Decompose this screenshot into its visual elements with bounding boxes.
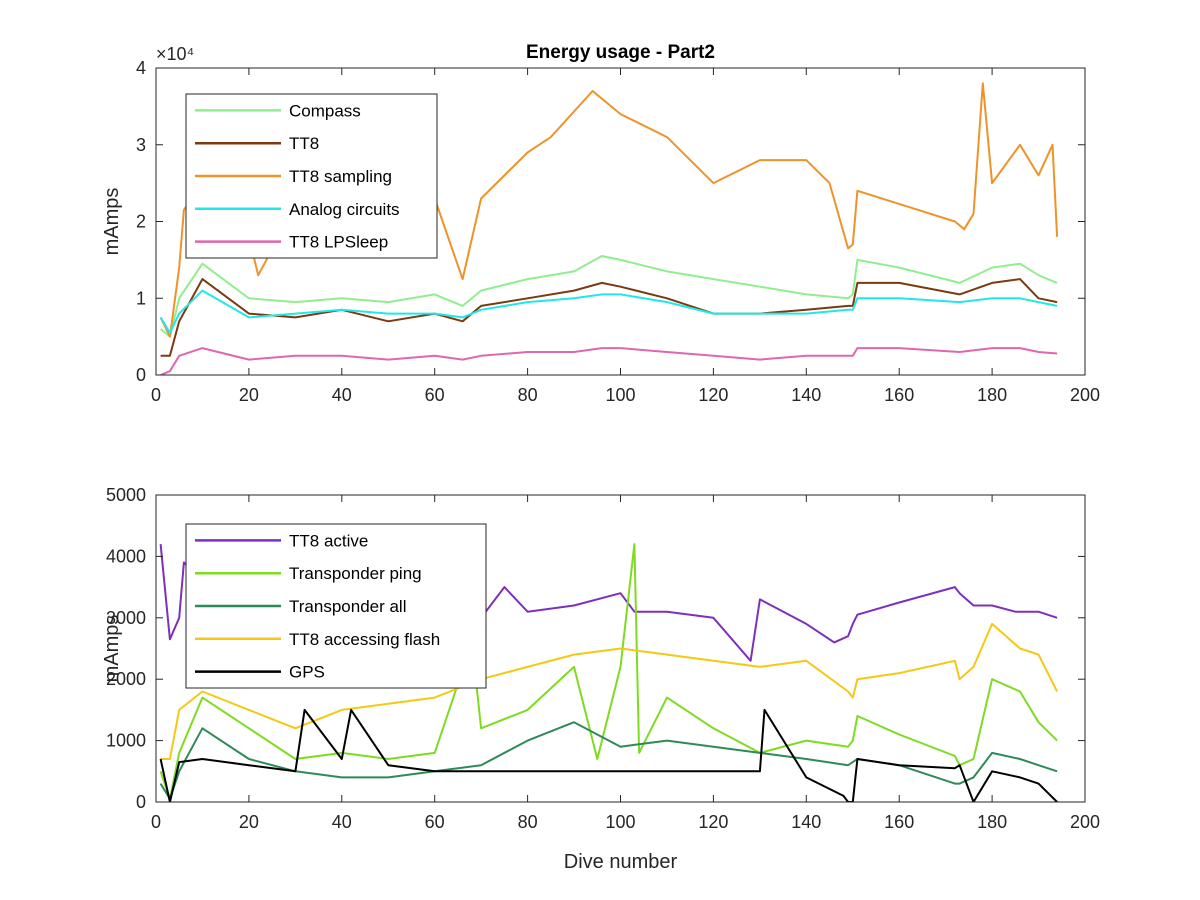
y-tick-label: 2000 [106,669,146,689]
y-tick-label: 0 [136,792,146,812]
series-line-analog-circuits [159,289,1058,334]
legend-label-transponder-all: Transponder all [289,597,407,616]
y-tick-label: 2 [136,212,146,232]
legend-label-tt8: TT8 [289,134,319,153]
y-tick-label: 4000 [106,546,146,566]
x-axis-label: Dive number [564,851,678,873]
x-tick-label: 140 [791,385,821,405]
series-line-transponder-ping [159,543,1058,800]
x-tick-label: 80 [518,385,538,405]
series-line-tt8-accessing-flash [160,622,1058,760]
x-tick-label: 120 [698,385,728,405]
y-tick-label: 1000 [106,731,146,751]
legend-label-tt8-lpsleep: TT8 LPSleep [289,233,388,252]
chart-title: Energy usage - Part2 [526,42,715,63]
legend: Compass TT8 TT8 sampling Analog circuits TT8… [185,93,438,259]
y-tick-label: 1 [136,288,146,308]
x-tick-label: 160 [884,385,914,405]
bottom-subplot: 0 20 40 60 80 100 120 140 160 180 2000100020003000… [101,485,1100,873]
legend-label-transponder-ping: Transponder ping [289,564,422,583]
series-line-tt8-lpsleep [160,347,1058,375]
y-tick-label: 0 [136,365,146,385]
x-tick-label: 20 [239,385,259,405]
x-tick-label: 120 [698,812,728,832]
y-tick-label: 5000 [106,485,146,505]
legend-label-gps: GPS [289,663,325,682]
x-tick-label: 0 [151,385,161,405]
y-tick-label: 3000 [106,608,146,628]
y-axis-label: mAmps [101,188,123,256]
y-axis-label: mAmps [101,615,123,683]
x-tick-label: 60 [425,385,445,405]
x-tick-label: 0 [151,812,161,832]
legend-label-compass: Compass [289,101,361,120]
x-tick-label: 200 [1070,812,1100,832]
legend-label-tt8-sampling: TT8 sampling [289,167,392,186]
y-tick-label: 3 [136,135,146,155]
legend-label-tt8-active: TT8 active [289,531,368,550]
legend-label-tt8-accessing-flash: TT8 accessing flash [289,630,440,649]
top-subplot: 0 20 40 60 80 100 120 140 160 180 200 0 1 2 3 4 ×10⁴ Ener… [101,42,1100,405]
x-tick-label: 180 [977,385,1007,405]
x-tick-label: 20 [239,812,259,832]
x-tick-label: 100 [605,812,635,832]
x-tick-label: 200 [1070,385,1100,405]
series-line-transponder-all [159,721,1058,800]
x-tick-label: 40 [332,385,352,405]
x-tick-label: 40 [332,812,352,832]
x-tick-label: 60 [425,812,445,832]
series-line-gps [159,708,1058,802]
legend: TT8 active Transponder ping Transponder al… [185,523,487,689]
series-line-compass [159,255,1058,338]
x-tick-label: 140 [791,812,821,832]
legend-label-analog-circuits: Analog circuits [289,200,400,219]
y-tick-label: 4 [136,58,146,78]
x-tick-label: 80 [518,812,538,832]
y-exponent-label: ×10⁴ [156,44,194,64]
x-tick-label: 160 [884,812,914,832]
x-tick-label: 180 [977,812,1007,832]
x-tick-label: 100 [605,385,635,405]
